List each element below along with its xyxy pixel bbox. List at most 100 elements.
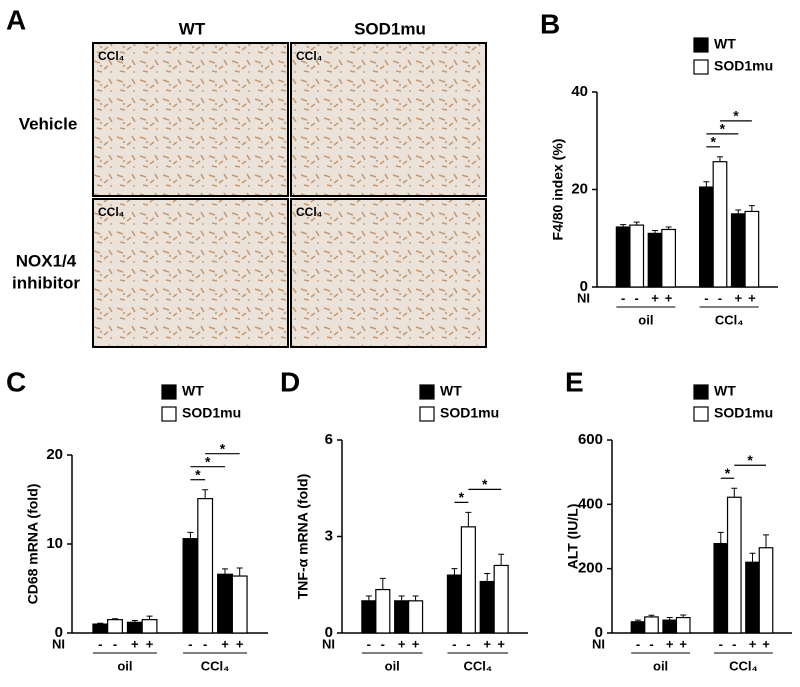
error-bar [652,229,659,234]
y-tick-label: 0 [55,624,63,641]
legend-label: SOD1mu [714,405,773,421]
ni-level: - [636,636,640,651]
bar [662,619,678,634]
bar [675,616,691,634]
group-label: CCl₄ [201,658,230,673]
micrograph [290,198,487,348]
error-bar [451,568,458,576]
bar [661,228,676,288]
ni-level: + [497,636,505,651]
legend-swatch [419,406,435,422]
error-bar [749,552,756,563]
legend-label: WT [182,383,204,399]
bar [107,619,123,634]
micrographs [92,42,487,348]
legend-swatch [693,406,709,422]
error-bar [398,595,405,601]
ni-level: + [749,636,757,651]
image-label: CCl₄ [296,205,323,219]
error-bar [365,595,372,601]
bar [615,226,631,288]
group-label: oil [117,658,132,673]
y-tick-label: 6 [325,431,333,448]
ni-level: - [381,636,385,651]
error-bar [146,615,153,620]
error-bar [484,572,491,582]
ni-level: + [412,636,420,651]
bar [712,161,728,288]
bar [126,621,143,634]
ni-level: - [649,636,653,651]
panel-letter: A [6,4,26,35]
panel-letter: C [6,366,26,397]
error-bar [131,620,138,623]
error-bar [97,622,104,625]
group-label: oil [653,658,668,673]
y-tick-label: 200 [578,560,603,577]
legend-label: SOD1mu [714,58,773,74]
row-label: NOX1/4 [16,251,77,270]
row-label: Vehicle [19,114,78,133]
bar [92,623,109,634]
y-axis-label: ALT (IU/L) [565,504,581,570]
ni-level: - [188,636,192,651]
error-bar [111,618,118,620]
error-bar [412,595,419,601]
y-tick-label: 0 [595,624,603,641]
group-label: oil [638,312,653,327]
bar [361,600,377,634]
error-bar [735,209,742,214]
significance-label: * [725,465,731,481]
ni-level: + [666,636,674,651]
ni-level: - [203,636,207,651]
bar [630,621,646,634]
micrograph [92,42,289,197]
image-label: CCl₄ [296,49,323,63]
bar [446,574,462,634]
ni-level: - [113,636,117,651]
error-bar [703,181,710,188]
ni-label: NI [577,290,590,305]
ni-level: - [732,636,736,651]
error-bar [222,568,229,575]
legend-label: WT [714,383,736,399]
error-bar [202,489,209,499]
ni-label: NI [592,636,605,651]
error-bar [465,511,472,527]
micrograph [92,198,289,348]
ni-level: + [236,636,244,651]
error-bar [748,205,755,212]
error-bar [666,617,673,621]
ni-label: NI [52,636,65,651]
ni-level: + [651,290,659,305]
group-label: CCl₄ [729,658,758,673]
ni-level: + [679,636,687,651]
error-bar [498,553,505,566]
ni-level: - [718,290,722,305]
significance-label: * [747,452,753,468]
y-tick-label: 0 [325,624,333,641]
legend-swatch [161,384,177,400]
ni-level: - [704,290,708,305]
bar [141,619,158,634]
bar [647,232,663,288]
group-label: oil [385,658,400,673]
bar [479,580,495,634]
ni-level: - [98,636,102,651]
legend-label: WT [440,383,462,399]
bar [730,213,746,288]
bar [644,616,659,634]
error-bar [620,224,627,228]
bar [408,600,424,634]
bar [375,588,391,634]
error-bar [680,614,687,618]
y-axis-label: F4/80 index (%) [550,139,566,241]
ni-level: - [719,636,723,651]
legend-swatch [693,37,709,53]
bar [460,526,476,634]
group-label: CCl₄ [463,658,492,673]
group-label: CCl₄ [715,312,744,327]
significance-label: * [733,108,739,124]
error-bar [633,221,640,226]
